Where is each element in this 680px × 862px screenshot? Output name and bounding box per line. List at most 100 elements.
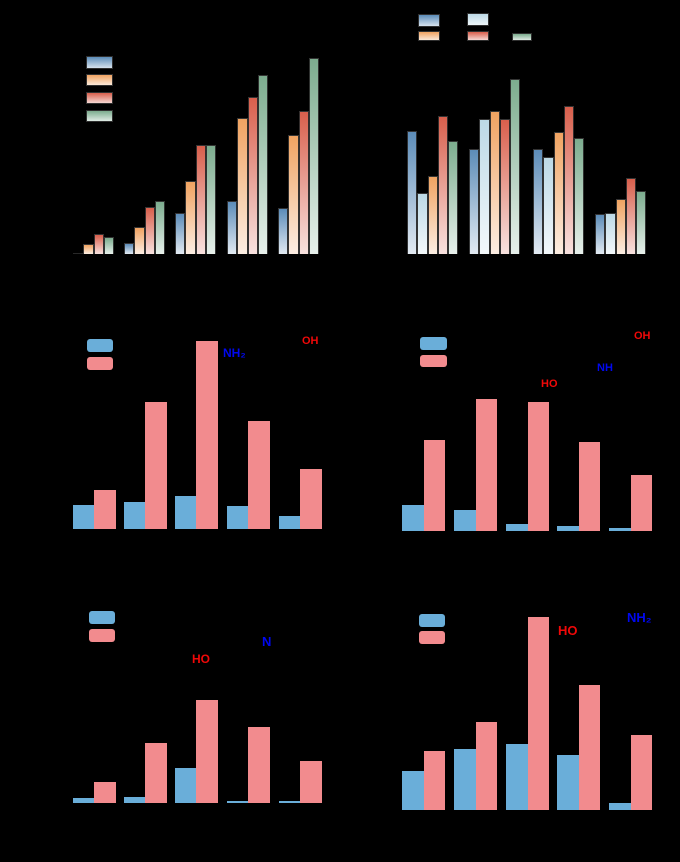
annotation-d-ho: HO [541, 378, 558, 390]
panel-top-right-chart [400, 40, 660, 254]
bar-red-group-5 [298, 110, 309, 254]
bar-pink-group-5 [630, 735, 652, 810]
annotation-e-n: N [262, 634, 272, 649]
bar-pink-group-2 [475, 721, 497, 810]
bar-steelblue-group-2 [124, 243, 135, 254]
bar-lightblue-group-4 [605, 213, 616, 254]
bar-pink-group-2 [145, 401, 167, 529]
panel-mid-right-chart [395, 337, 662, 531]
bar-pink-group-4 [578, 684, 600, 810]
bar-steelblue-group-3 [175, 213, 186, 254]
bar-orange-group-3 [553, 132, 564, 254]
bar-pink-group-5 [300, 468, 322, 529]
legend-swatch-steelblue-top-right [418, 14, 440, 27]
bar-red-group-2 [499, 119, 511, 254]
bar-orange-group-4 [615, 199, 626, 254]
bar-blue-group-4 [557, 526, 579, 531]
bar-pink-group-3 [196, 340, 218, 529]
bar-blue-group-1 [73, 504, 95, 529]
bar-red-group-2 [144, 206, 155, 254]
bar-orange-group-4 [237, 118, 248, 254]
bar-lightblue-group-1 [417, 193, 428, 254]
bar-pink-group-2 [475, 399, 497, 531]
legend-swatch-blue-mid-right [420, 337, 447, 350]
legend-swatch-blue-bottom-left [89, 611, 115, 624]
bar-green-group-3 [574, 138, 585, 254]
annotation-c-nh2: NH₂ [223, 346, 246, 360]
bar-green-group-2 [510, 78, 521, 254]
bar-blue-group-5 [279, 801, 301, 803]
bar-steelblue-group-1 [73, 252, 84, 254]
bar-blue-group-3 [175, 496, 197, 529]
bar-blue-group-5 [609, 528, 631, 531]
legend-swatch-steelblue-top-left [86, 56, 113, 69]
bar-steelblue-group-2 [469, 149, 480, 254]
bar-red-group-4 [247, 96, 258, 254]
bar-pink-group-3 [196, 700, 218, 803]
bar-blue-group-5 [609, 803, 631, 810]
bar-blue-group-3 [506, 744, 528, 810]
legend-swatch-green-top-right [512, 33, 532, 41]
bar-pink-group-1 [423, 750, 445, 810]
legend-swatch-red-top-left [86, 92, 113, 104]
bar-blue-group-2 [124, 797, 146, 803]
bar-red-group-4 [625, 178, 637, 254]
bar-pink-group-4 [248, 421, 270, 529]
legend-swatch-pink-bottom-left [89, 629, 115, 642]
bar-steelblue-group-4 [227, 200, 238, 254]
bar-green-group-1 [448, 140, 459, 254]
bar-steelblue-group-1 [407, 130, 418, 254]
annotation-e-ho: HO [192, 652, 210, 666]
bar-blue-group-1 [73, 798, 95, 803]
bar-pink-group-3 [527, 402, 549, 531]
bar-red-group-1 [93, 233, 104, 254]
bar-blue-group-2 [124, 501, 146, 529]
legend-swatch-orange-top-right [418, 31, 440, 41]
bar-blue-group-5 [279, 516, 301, 529]
bar-green-group-3 [205, 144, 217, 254]
legend-swatch-pink-bottom-right [419, 631, 445, 644]
bar-red-group-3 [563, 106, 575, 254]
bar-blue-group-3 [175, 768, 197, 803]
bar-orange-group-1 [83, 244, 94, 254]
bar-pink-group-1 [94, 781, 116, 803]
bar-blue-group-3 [506, 524, 528, 531]
bar-lightblue-group-2 [479, 119, 490, 254]
bar-green-group-5 [308, 58, 320, 254]
bar-orange-group-2 [489, 110, 500, 254]
bar-red-group-3 [195, 144, 206, 254]
bar-green-group-4 [257, 75, 269, 254]
bar-pink-group-2 [145, 742, 167, 803]
bar-steelblue-group-3 [533, 149, 544, 254]
annotation-f-ho: HO [558, 623, 578, 638]
bar-pink-group-1 [94, 490, 116, 529]
legend-swatch-blue-mid-left [87, 339, 113, 352]
bar-blue-group-1 [402, 771, 424, 810]
bar-orange-group-5 [288, 135, 299, 254]
bar-pink-group-5 [630, 474, 652, 531]
bar-blue-group-2 [454, 748, 476, 810]
legend-swatch-green-top-left [86, 110, 113, 122]
bar-pink-group-5 [300, 761, 322, 803]
legend-swatch-orange-top-left [86, 74, 113, 86]
annotation-f-nh2: NH₂ [627, 610, 652, 625]
legend-swatch-red-top-right [467, 31, 489, 41]
bar-steelblue-group-4 [595, 214, 606, 254]
bar-red-group-1 [437, 115, 449, 254]
bar-green-group-1 [103, 236, 115, 254]
annotation-d-nh: NH [597, 362, 613, 374]
bar-steelblue-group-5 [278, 208, 289, 254]
legend-swatch-lightblue-top-right [467, 13, 489, 26]
legend-swatch-pink-mid-right [420, 355, 447, 367]
bar-orange-group-1 [427, 175, 438, 254]
bar-pink-group-3 [527, 616, 549, 810]
bar-pink-group-4 [578, 441, 600, 531]
panel-top-left-chart [63, 40, 330, 254]
panel-bottom-right-chart [395, 616, 662, 810]
bar-blue-group-4 [557, 754, 579, 810]
bar-green-group-4 [636, 190, 647, 254]
bar-pink-group-4 [248, 727, 270, 803]
bar-blue-group-2 [454, 509, 476, 531]
panel-bottom-left-chart [63, 609, 330, 803]
